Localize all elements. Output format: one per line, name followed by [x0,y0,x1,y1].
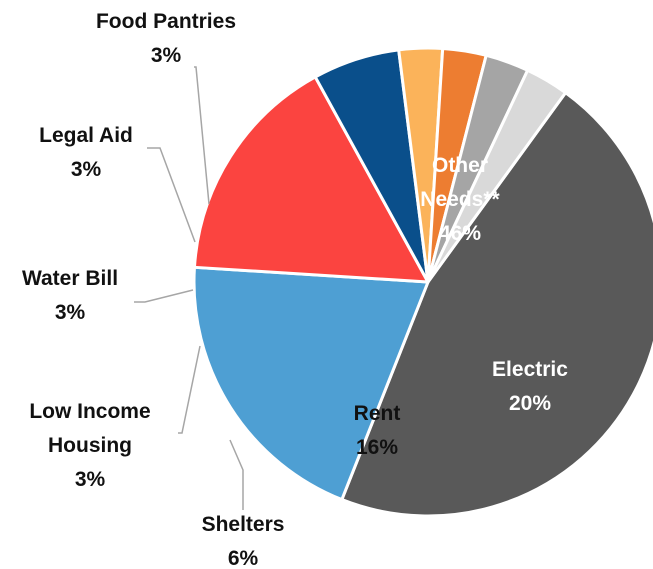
pie-slice-rent [192,75,430,284]
leader-line-low-income-housing [178,345,201,434]
pie-slice-other-needs [340,91,653,518]
slice-label-other-needs: Other Needs** 46% [420,154,500,245]
pie-slices [192,46,653,518]
leader-line-water-bill [134,289,194,303]
slice-label-low-income-housing: Low Income Housing 3% [29,400,150,491]
slice-label-shelters: Shelters 6% [202,513,285,569]
slice-label-legal-aid: Legal Aid 3% [39,124,133,181]
leader-line-legal-aid [147,147,196,243]
pie-slice-electric [192,265,430,502]
slice-label-rent: Rent 16% [354,402,401,459]
slice-label-electric: Electric 20% [492,358,568,415]
slice-label-water-bill: Water Bill 3% [22,267,118,324]
leader-line-food-pantries [194,66,210,205]
leader-lines [134,66,244,510]
pie-slice-food-pantries [426,68,568,284]
leader-line-shelters [229,439,244,510]
slice-label-food-pantries: Food Pantries 3% [96,10,236,67]
slice-labels: Other Needs** 46% Electric 20% Rent 16% Shelter… [22,10,568,569]
